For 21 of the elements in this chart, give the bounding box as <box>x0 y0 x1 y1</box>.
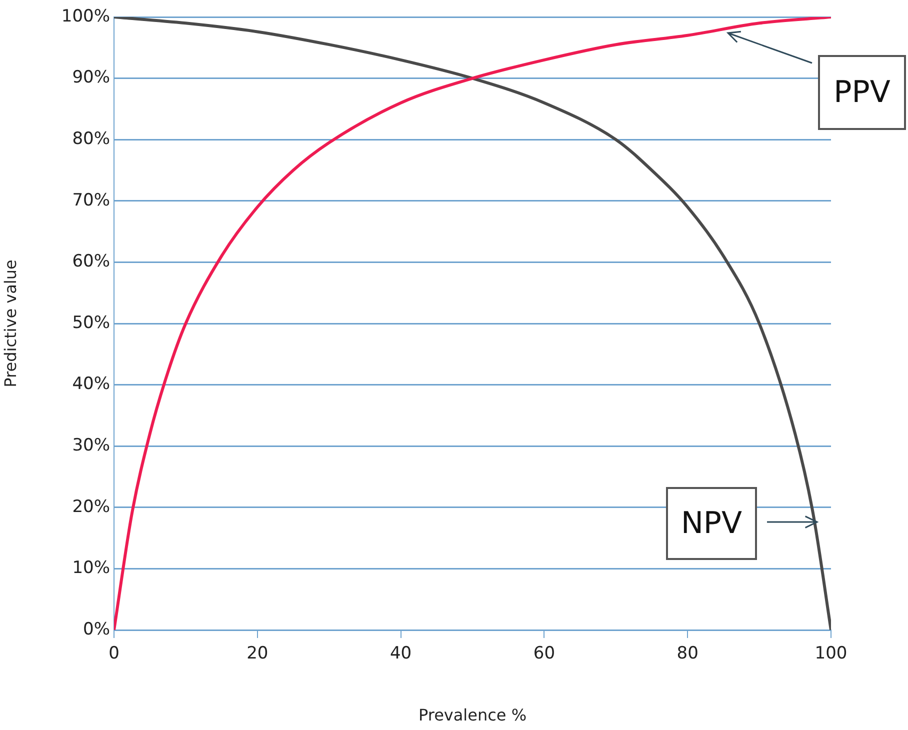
y-tick-label: 70% <box>72 190 110 210</box>
x-axis-title: Prevalence % <box>418 706 527 725</box>
x-tick-label: 60 <box>533 644 556 664</box>
text: NPV <box>666 487 757 560</box>
y-tick-label: 30% <box>72 436 110 456</box>
y-tick-label: 40% <box>72 374 110 394</box>
x-tick-label: 80 <box>676 644 698 664</box>
y-tick-label: 90% <box>72 68 110 88</box>
x-tick-label: 0 <box>108 644 120 664</box>
y-tick-label: 100% <box>61 6 110 26</box>
series-label: PPV <box>818 55 906 130</box>
y-tick-label: 0% <box>83 619 110 640</box>
y-tick-label: 20% <box>72 496 110 517</box>
y-axis-title: Predictive value <box>0 260 20 388</box>
y-tick-label: 60% <box>72 252 110 272</box>
x-tick-label: 20 <box>246 644 268 664</box>
x-tick-label: 100 <box>814 644 848 664</box>
y-tick-label: 80% <box>72 129 110 150</box>
y-tick-label: 50% <box>72 312 110 333</box>
y-tick-label: 10% <box>72 558 110 578</box>
x-tick-label: 40 <box>390 644 412 664</box>
